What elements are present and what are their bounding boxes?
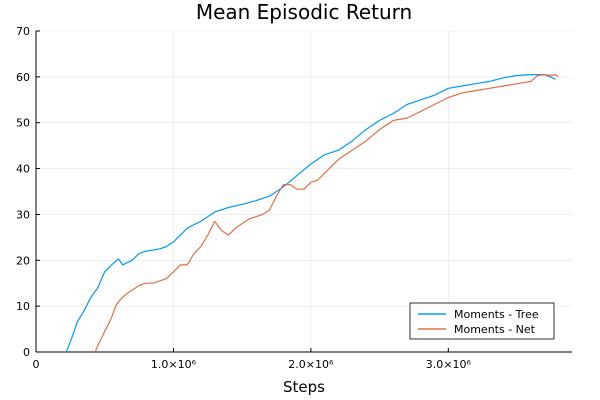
- x-axis-ticks: 0 1.0×10⁶ 2.0×10⁶ 3.0×10⁶: [33, 348, 472, 371]
- y-tick-label: 20: [16, 254, 30, 267]
- axes: [35, 31, 572, 353]
- series-layer: [65, 74, 559, 353]
- legend: Moments - Tree Moments - Net: [409, 302, 555, 340]
- y-tick-label: 70: [16, 25, 30, 38]
- legend-label: Moments - Tree: [454, 308, 539, 321]
- y-tick-label: 50: [16, 117, 30, 130]
- x-axis-label: Steps: [283, 378, 325, 396]
- series-line-2: [94, 74, 559, 353]
- y-tick-label: 40: [16, 163, 30, 176]
- y-tick-label: 60: [16, 71, 30, 84]
- grid-lines: [36, 30, 572, 352]
- x-tick-label: 0: [33, 358, 40, 371]
- x-tick-label: 2.0×10⁶: [288, 358, 334, 371]
- x-tick-label: 3.0×10⁶: [426, 358, 472, 371]
- y-tick-label: 0: [23, 346, 30, 359]
- y-tick-label: 10: [16, 300, 30, 313]
- legend-label: Moments - Net: [454, 323, 536, 336]
- legend-box: [409, 302, 555, 340]
- chart-title: Mean Episodic Return: [196, 0, 412, 24]
- y-axis-ticks: 0 10 20 30 40 50 60 70: [16, 25, 40, 359]
- series-line-1: [65, 74, 556, 353]
- x-tick-label: 1.0×10⁶: [151, 358, 197, 371]
- y-tick-label: 30: [16, 208, 30, 221]
